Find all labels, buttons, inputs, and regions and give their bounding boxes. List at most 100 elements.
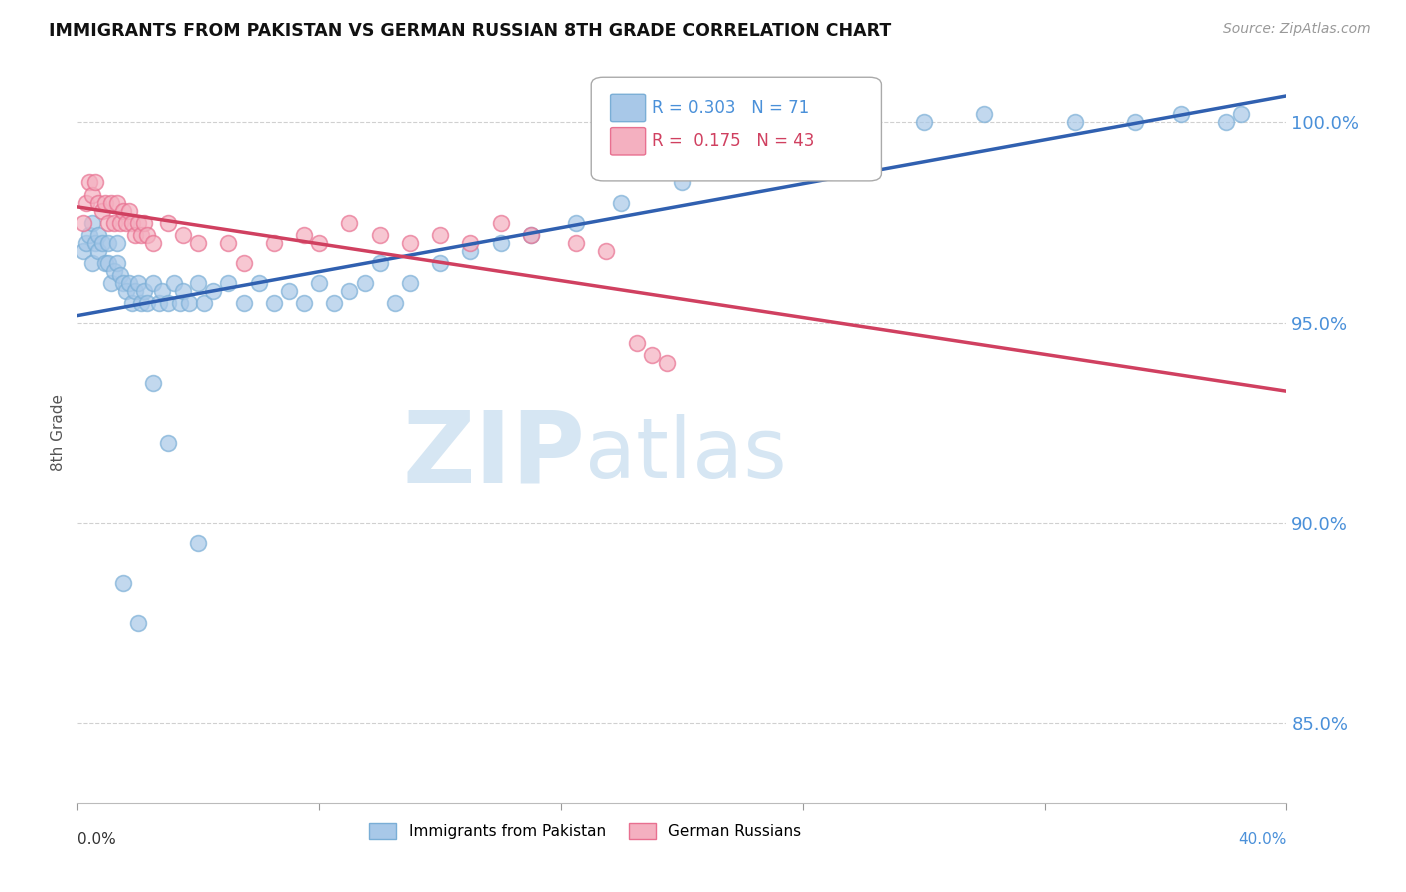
Point <box>339 215 360 229</box>
Point <box>973 107 995 121</box>
Point <box>135 227 157 242</box>
Point <box>641 348 664 362</box>
Point <box>520 227 543 242</box>
Point <box>105 195 128 210</box>
Point <box>96 215 118 229</box>
Point <box>1170 107 1192 121</box>
Point <box>103 263 125 277</box>
Point <box>75 195 97 210</box>
Point <box>118 276 141 290</box>
Point <box>157 295 180 310</box>
Point <box>821 136 844 150</box>
Point <box>292 295 315 310</box>
Point <box>105 235 128 250</box>
Point <box>187 276 209 290</box>
Point <box>399 235 422 250</box>
Point <box>1064 115 1087 129</box>
Point <box>100 195 122 210</box>
Point <box>368 255 391 269</box>
Point <box>172 227 194 242</box>
Point <box>87 244 110 258</box>
Text: R =  0.175   N = 43: R = 0.175 N = 43 <box>652 132 814 150</box>
Point <box>150 284 173 298</box>
Point <box>353 276 375 290</box>
Legend: Immigrants from Pakistan, German Russians: Immigrants from Pakistan, German Russian… <box>361 815 808 847</box>
Point <box>127 276 149 290</box>
Point <box>399 276 422 290</box>
Point <box>429 255 451 269</box>
Point <box>247 276 270 290</box>
Point <box>148 295 170 310</box>
Text: R = 0.303   N = 71: R = 0.303 N = 71 <box>652 99 808 117</box>
Point <box>489 215 512 229</box>
Point <box>84 235 107 250</box>
Point <box>187 235 209 250</box>
Point <box>157 215 180 229</box>
Point <box>127 615 149 630</box>
Point <box>108 215 131 229</box>
Point <box>323 295 346 310</box>
Point <box>111 575 134 590</box>
Point <box>135 295 157 310</box>
Point <box>292 227 315 242</box>
Point <box>132 215 155 229</box>
Point <box>520 227 543 242</box>
Point <box>912 115 935 129</box>
Point <box>263 235 285 250</box>
Point <box>82 255 104 269</box>
FancyBboxPatch shape <box>592 78 882 181</box>
Text: ZIP: ZIP <box>402 407 585 503</box>
Point <box>368 227 391 242</box>
Point <box>79 176 101 190</box>
Point <box>1230 107 1253 121</box>
Point <box>565 215 588 229</box>
Point <box>121 215 143 229</box>
Point <box>202 284 225 298</box>
Point <box>142 235 165 250</box>
Point <box>114 284 136 298</box>
Point <box>172 284 194 298</box>
Point <box>458 244 481 258</box>
Point <box>129 227 152 242</box>
Point <box>655 355 678 369</box>
Point <box>121 295 143 310</box>
Text: IMMIGRANTS FROM PAKISTAN VS GERMAN RUSSIAN 8TH GRADE CORRELATION CHART: IMMIGRANTS FROM PAKISTAN VS GERMAN RUSSI… <box>49 22 891 40</box>
Point <box>84 176 107 190</box>
Point <box>75 235 97 250</box>
Text: Source: ZipAtlas.com: Source: ZipAtlas.com <box>1223 22 1371 37</box>
Point <box>142 276 165 290</box>
Point <box>278 284 301 298</box>
Point <box>1215 115 1237 129</box>
Point <box>232 295 254 310</box>
Point <box>218 276 240 290</box>
Point <box>169 295 191 310</box>
Point <box>105 255 128 269</box>
Point <box>124 284 146 298</box>
Point <box>339 284 360 298</box>
Point <box>610 195 633 210</box>
Point <box>72 244 94 258</box>
Point <box>90 203 112 218</box>
Point <box>79 227 101 242</box>
Text: 40.0%: 40.0% <box>1239 832 1286 847</box>
Point <box>163 276 186 290</box>
Point <box>124 227 146 242</box>
Point <box>111 276 134 290</box>
Point <box>384 295 406 310</box>
Point <box>100 276 122 290</box>
Text: atlas: atlas <box>585 414 787 495</box>
Point <box>179 295 201 310</box>
Point <box>93 255 115 269</box>
Point <box>1125 115 1147 129</box>
Point <box>263 295 285 310</box>
Point <box>108 268 131 282</box>
Point <box>308 276 330 290</box>
Point <box>458 235 481 250</box>
Point <box>111 203 134 218</box>
Point <box>232 255 254 269</box>
Point <box>193 295 215 310</box>
Point <box>87 227 110 242</box>
Point <box>565 235 588 250</box>
Point <box>595 244 617 258</box>
Point <box>671 176 693 190</box>
